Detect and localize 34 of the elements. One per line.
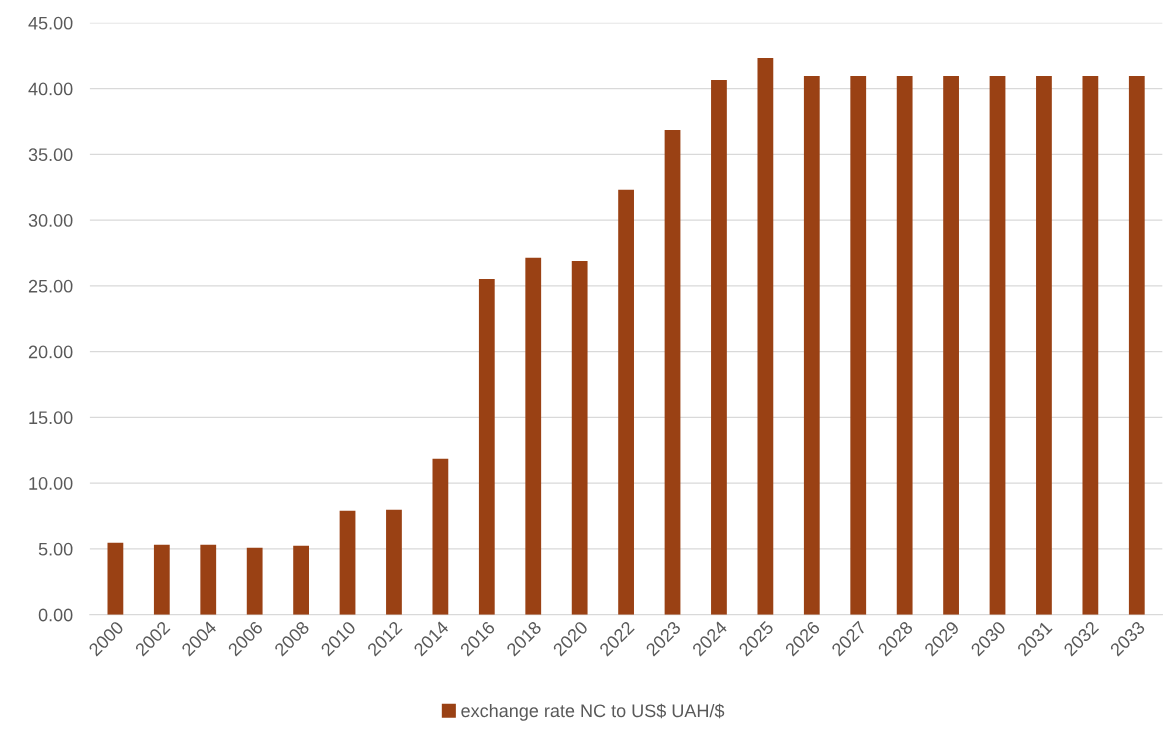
bar [107,542,124,615]
y-tick-label: 45.00 [28,16,73,30]
y-tick-label: 40.00 [28,82,73,96]
bar [432,458,449,615]
bar [618,189,634,615]
bar [153,544,170,615]
bar [571,260,588,615]
bar [246,547,263,615]
y-tick-label: 25.00 [28,279,73,293]
bar [803,75,820,615]
y-tick-label: 20.00 [28,345,73,359]
bar [711,80,727,615]
y-tick-label: 30.00 [28,214,73,227]
y-tick-label: 10.00 [29,477,73,490]
bar [757,57,774,615]
bar [200,544,217,615]
y-tick-label: 35.00 [28,148,73,162]
legend-label: exchange rate NC to US$ UAH/$ [461,703,725,721]
bar [850,75,867,615]
bar [943,75,959,615]
y-tick-label: 15.00 [29,411,73,425]
bar [478,278,495,615]
y-tick-label: 0.00 [38,608,73,622]
bar [339,510,356,615]
bar [525,257,542,615]
bar [386,509,402,615]
bar [1036,75,1052,615]
y-tick-label: 5.00 [38,542,73,556]
bar [896,75,913,615]
bar [1128,75,1145,615]
bar [989,75,1006,615]
bar [664,130,681,615]
bar [1082,75,1099,615]
bar [293,545,309,615]
